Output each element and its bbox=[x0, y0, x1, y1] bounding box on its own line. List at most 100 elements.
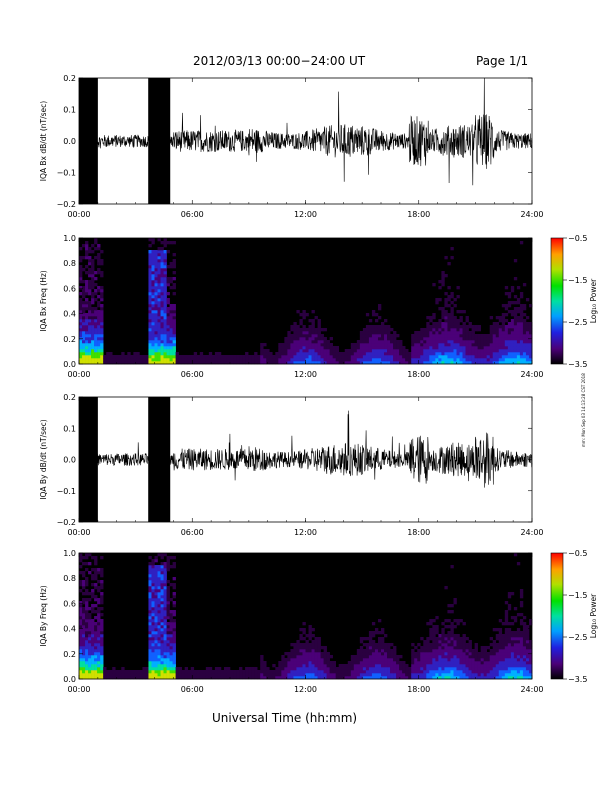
spectrogram-cell bbox=[510, 667, 515, 671]
spectrogram-cell bbox=[166, 661, 170, 665]
spectrogram-cell bbox=[498, 640, 503, 644]
spectrogram-cell bbox=[169, 628, 173, 632]
spectrogram-cell bbox=[91, 322, 95, 326]
spectrogram-cell bbox=[384, 649, 388, 653]
spectrogram-cell bbox=[501, 325, 506, 329]
spectrogram-cell bbox=[362, 667, 367, 671]
spectrogram-cell bbox=[341, 670, 346, 674]
spectrogram-cell bbox=[504, 631, 509, 635]
spectrogram-cell bbox=[504, 628, 509, 632]
spectrogram-cell bbox=[471, 655, 475, 659]
spectrogram-cell bbox=[350, 343, 355, 347]
spectrogram-cell bbox=[85, 655, 89, 659]
spectrogram-cell bbox=[269, 670, 273, 674]
spectrogram-cell bbox=[513, 322, 518, 326]
spectrogram-cell bbox=[151, 274, 155, 278]
spectrogram-cell bbox=[365, 643, 370, 647]
spectrogram-cell bbox=[163, 337, 167, 341]
spectrogram-cell bbox=[465, 331, 469, 335]
spectrogram-cell bbox=[100, 664, 104, 668]
spectrogram-cell bbox=[429, 352, 433, 356]
spectrogram-cell bbox=[498, 655, 503, 659]
spectrogram-cell bbox=[474, 661, 478, 665]
spectrogram-cell bbox=[100, 313, 104, 317]
spectrogram-cell bbox=[329, 664, 333, 668]
spectrogram-cell bbox=[393, 340, 397, 344]
spectrogram-cell bbox=[393, 655, 397, 659]
spectrogram-cell bbox=[465, 319, 469, 323]
spectrogram-cell bbox=[205, 667, 210, 671]
spectrogram-cell bbox=[94, 289, 98, 293]
y-tick-label: 0.6 bbox=[63, 284, 76, 293]
spectrogram-cell bbox=[263, 343, 267, 347]
spectrogram-cell bbox=[396, 358, 400, 362]
spectrogram-cell bbox=[387, 358, 391, 362]
spectrogram-cell bbox=[423, 340, 427, 344]
spectrogram-cell bbox=[157, 247, 161, 251]
spectrogram-cell bbox=[317, 334, 321, 338]
spectrogram-cell bbox=[302, 325, 306, 329]
spectrogram-cell bbox=[519, 319, 524, 323]
spectrogram-cell bbox=[441, 667, 445, 671]
spectrogram-cell bbox=[444, 313, 448, 317]
spectrogram-cell bbox=[94, 313, 98, 317]
spectrogram-cell bbox=[166, 559, 170, 563]
spectrogram-cell bbox=[97, 664, 101, 668]
spectrogram-cell bbox=[522, 670, 527, 674]
colorbar-tick-label: −2.5 bbox=[568, 633, 587, 642]
spectrogram-cell bbox=[507, 358, 512, 362]
spectrogram-cell bbox=[381, 652, 385, 656]
spectrogram-cell bbox=[88, 322, 92, 326]
spectrogram-cell bbox=[284, 340, 288, 344]
spectrogram-cell bbox=[287, 331, 291, 335]
spectrogram-cell bbox=[477, 358, 481, 362]
spectrogram-cell bbox=[317, 673, 321, 677]
spectrogram-cell bbox=[160, 586, 164, 590]
spectrogram-cell bbox=[528, 346, 533, 350]
spectrogram-cell bbox=[239, 361, 243, 365]
spectrogram-cell bbox=[157, 595, 161, 599]
spectrogram-cell bbox=[91, 307, 95, 311]
spectrogram-cell bbox=[519, 646, 524, 650]
spectrogram-cell bbox=[263, 667, 267, 671]
spectrogram-cell bbox=[504, 640, 509, 644]
spectrogram-cell bbox=[495, 322, 500, 326]
spectrogram-cell bbox=[477, 652, 481, 656]
spectrogram-cell bbox=[426, 361, 430, 365]
spectrogram-cell bbox=[447, 325, 451, 329]
spectrogram-cell bbox=[408, 673, 412, 677]
spectrogram-cell bbox=[356, 358, 361, 362]
spectrogram-cell bbox=[160, 265, 164, 269]
spectrogram-cell bbox=[519, 649, 524, 653]
spectrogram-cell bbox=[284, 349, 288, 353]
spectrogram-cell bbox=[172, 253, 176, 257]
spectrogram-cell bbox=[308, 667, 312, 671]
spectrogram-cell bbox=[172, 316, 176, 320]
spectrogram-cell bbox=[438, 349, 442, 353]
spectrogram-cell bbox=[154, 283, 158, 287]
spectrogram-cell bbox=[226, 673, 231, 677]
x-tick-label: 24:00 bbox=[520, 370, 543, 379]
spectrogram-cell bbox=[154, 580, 158, 584]
spectrogram-cell bbox=[151, 586, 155, 590]
spectrogram-cell bbox=[82, 640, 86, 644]
spectrogram-cell bbox=[308, 361, 312, 365]
spectrogram-cell bbox=[278, 664, 282, 668]
spectrogram-cell bbox=[489, 316, 494, 320]
spectrogram-cell bbox=[190, 670, 195, 674]
spectrogram-cell bbox=[242, 670, 246, 674]
spectrogram-cell bbox=[82, 313, 86, 317]
spectrogram-cell bbox=[317, 643, 321, 647]
spectrogram-cell bbox=[528, 355, 533, 359]
spectrogram-cell bbox=[163, 274, 167, 278]
spectrogram-cell bbox=[157, 361, 161, 365]
spectrogram-cell bbox=[365, 343, 370, 347]
spectrogram-cell bbox=[335, 352, 340, 356]
spectrogram-cell bbox=[501, 661, 506, 665]
spectrogram-cell bbox=[154, 310, 158, 314]
spectrogram-cell bbox=[290, 328, 294, 332]
spectrogram-cell bbox=[275, 361, 279, 365]
spectrogram-cell bbox=[447, 640, 451, 644]
spectrogram-cell bbox=[381, 340, 385, 344]
spectrogram-cell bbox=[166, 316, 170, 320]
